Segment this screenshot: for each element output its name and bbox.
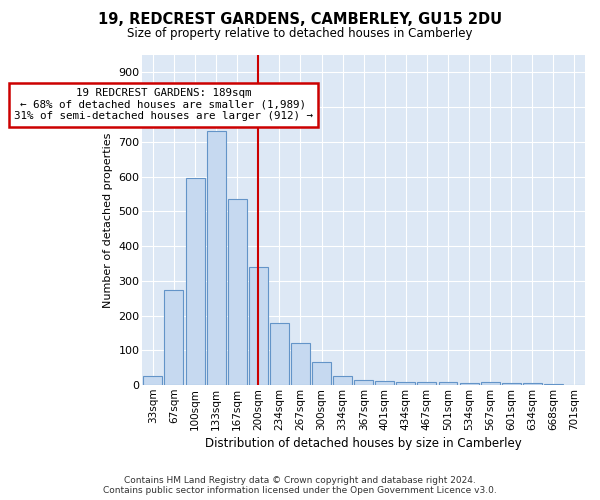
- Bar: [397, 382, 415, 385]
- Bar: [418, 382, 436, 385]
- Bar: [460, 384, 479, 385]
- X-axis label: Distribution of detached houses by size in Camberley: Distribution of detached houses by size …: [205, 437, 522, 450]
- Bar: [523, 384, 542, 385]
- Text: Size of property relative to detached houses in Camberley: Size of property relative to detached ho…: [127, 28, 473, 40]
- Bar: [481, 382, 500, 385]
- Bar: [375, 381, 394, 385]
- Text: Contains HM Land Registry data © Crown copyright and database right 2024.: Contains HM Land Registry data © Crown c…: [124, 476, 476, 485]
- Bar: [249, 267, 268, 385]
- Bar: [439, 382, 457, 385]
- Bar: [291, 344, 310, 385]
- Bar: [312, 362, 331, 385]
- Bar: [502, 384, 521, 385]
- Y-axis label: Number of detached properties: Number of detached properties: [103, 132, 113, 308]
- Bar: [206, 132, 226, 385]
- Text: Contains public sector information licensed under the Open Government Licence v3: Contains public sector information licen…: [103, 486, 497, 495]
- Bar: [143, 376, 163, 385]
- Bar: [228, 199, 247, 385]
- Bar: [164, 290, 184, 385]
- Text: 19, REDCREST GARDENS, CAMBERLEY, GU15 2DU: 19, REDCREST GARDENS, CAMBERLEY, GU15 2D…: [98, 12, 502, 28]
- Bar: [544, 384, 563, 385]
- Bar: [185, 178, 205, 385]
- Text: 19 REDCREST GARDENS: 189sqm
← 68% of detached houses are smaller (1,989)
31% of : 19 REDCREST GARDENS: 189sqm ← 68% of det…: [14, 88, 313, 121]
- Bar: [354, 380, 373, 385]
- Bar: [333, 376, 352, 385]
- Bar: [270, 324, 289, 385]
